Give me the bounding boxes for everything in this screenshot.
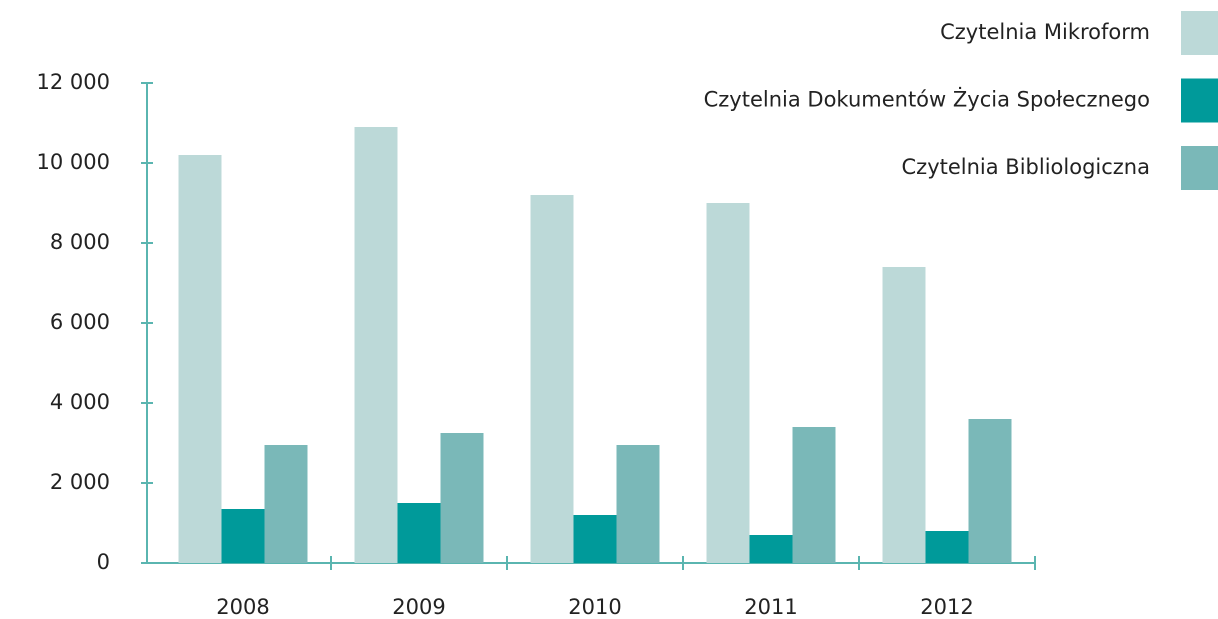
bar bbox=[178, 155, 222, 563]
bar bbox=[968, 419, 1012, 563]
x-tick-label: 2009 bbox=[392, 595, 445, 619]
bar bbox=[925, 531, 969, 563]
bar bbox=[882, 267, 926, 563]
legend-swatch bbox=[1181, 78, 1218, 123]
bar bbox=[354, 127, 398, 563]
bar bbox=[616, 445, 660, 563]
y-tick-label: 2 000 bbox=[50, 470, 110, 494]
y-tick-label: 0 bbox=[97, 550, 110, 574]
y-tick-label: 6 000 bbox=[50, 310, 110, 334]
bar bbox=[530, 195, 574, 563]
legend-label: Czytelnia Mikroform bbox=[940, 20, 1150, 44]
legend-swatch bbox=[1181, 146, 1218, 190]
legend-label: Czytelnia Bibliologiczna bbox=[902, 155, 1150, 179]
bar bbox=[397, 503, 441, 563]
bar bbox=[573, 515, 617, 563]
bar bbox=[749, 535, 793, 563]
y-tick-label: 8 000 bbox=[50, 230, 110, 254]
x-tick-label: 2008 bbox=[216, 595, 269, 619]
y-tick-label: 4 000 bbox=[50, 390, 110, 414]
bar bbox=[221, 509, 265, 563]
bar bbox=[440, 433, 484, 563]
y-tick-label: 10 000 bbox=[37, 150, 110, 174]
bar bbox=[264, 445, 308, 563]
legend-swatch bbox=[1181, 11, 1218, 55]
x-tick-label: 2012 bbox=[920, 595, 973, 619]
x-tick-label: 2010 bbox=[568, 595, 621, 619]
y-tick-label: 12 000 bbox=[37, 70, 110, 94]
x-tick-label: 2011 bbox=[744, 595, 797, 619]
legend-label: Czytelnia Dokumentów Życia Społecznego bbox=[704, 87, 1150, 112]
bar bbox=[706, 203, 750, 563]
bar bbox=[792, 427, 836, 563]
